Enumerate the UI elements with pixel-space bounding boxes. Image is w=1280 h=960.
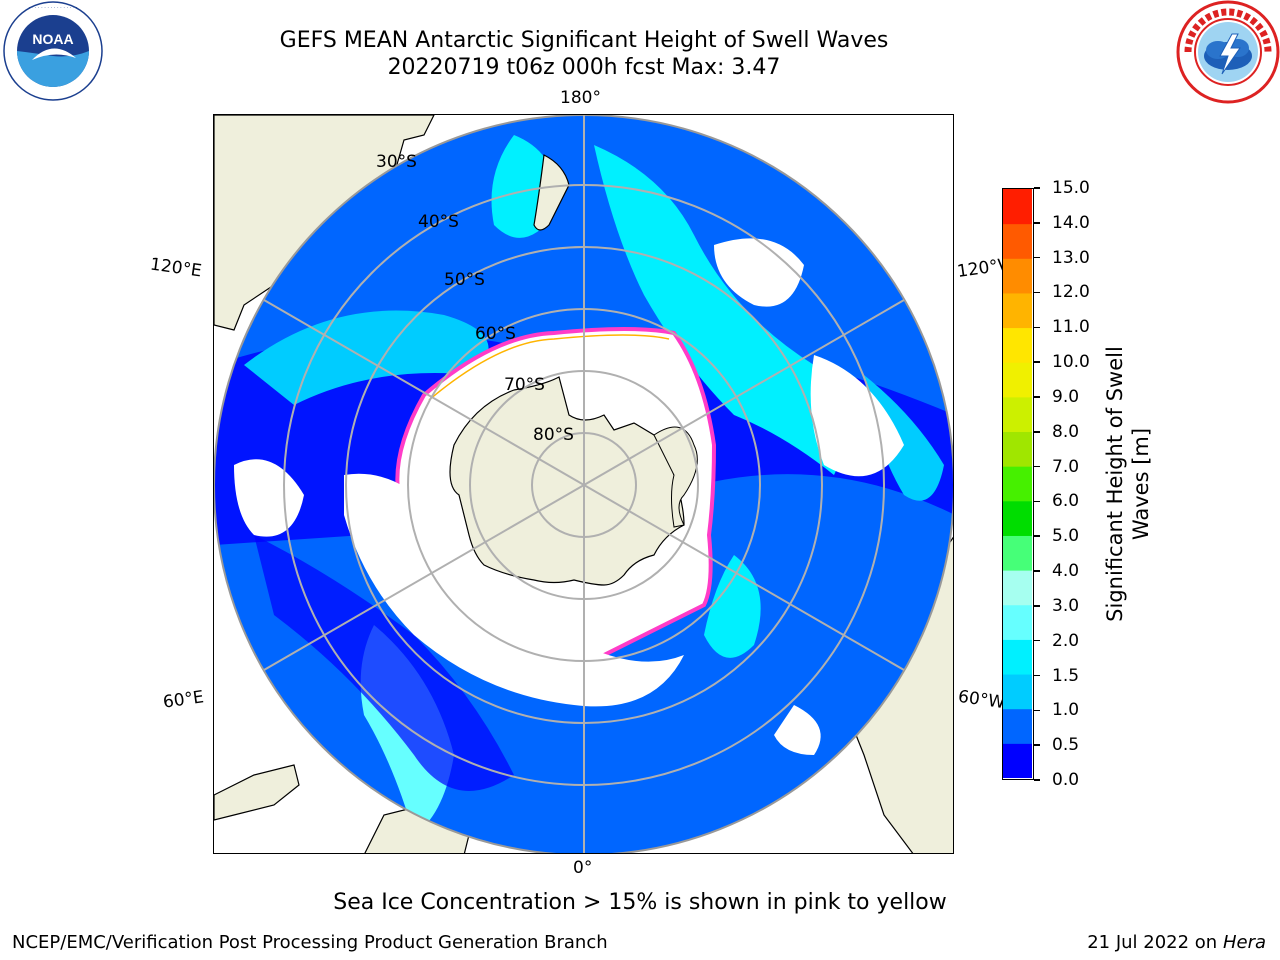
colorbar-tick-label: 0.5 bbox=[1052, 735, 1080, 756]
antarctica-land bbox=[449, 376, 685, 586]
colorbar-tick-label: 8.0 bbox=[1052, 421, 1080, 442]
lat-label-40s: 40°S bbox=[418, 212, 459, 232]
lat-label-60s: 60°S bbox=[475, 324, 516, 344]
colorbar-swatch bbox=[1003, 570, 1032, 606]
colorbar-tick-mark bbox=[1034, 326, 1040, 329]
chart-subtitle: 20220719 t06z 000h fcst Max: 3.47 bbox=[387, 55, 781, 80]
colorbar-tick-label: 1.0 bbox=[1052, 700, 1080, 721]
colorbar-tick-label: 15.0 bbox=[1052, 178, 1090, 198]
colorbar-swatch bbox=[1003, 223, 1032, 259]
footer-credit: NCEP/EMC/Verification Post Processing Pr… bbox=[12, 932, 608, 953]
africa-land bbox=[214, 764, 300, 821]
colorbar-tick-mark bbox=[1034, 465, 1040, 468]
colorbar-tick-label: 3.0 bbox=[1052, 595, 1080, 616]
lat-label-30s: 30°S bbox=[376, 152, 417, 172]
colorbar-tick-label: 4.0 bbox=[1052, 561, 1080, 582]
colorbar-swatch bbox=[1003, 292, 1032, 329]
colorbar-tick-mark bbox=[1034, 256, 1040, 259]
colorbar-tick-mark bbox=[1034, 291, 1040, 294]
colorbar-tick-mark bbox=[1034, 535, 1040, 537]
nws-logo bbox=[1176, 0, 1280, 104]
colorbar-tick-label: 10.0 bbox=[1052, 352, 1090, 373]
colorbar-swatch bbox=[1003, 639, 1032, 675]
polar-map bbox=[213, 114, 954, 854]
colorbar-tick-mark bbox=[1034, 500, 1040, 503]
antarctic-peninsula bbox=[653, 426, 698, 528]
colorbar-swatch bbox=[1003, 674, 1032, 710]
colorbar-swatch bbox=[1003, 258, 1032, 294]
colorbar-tick-label: 2.0 bbox=[1052, 630, 1080, 651]
swell-cyan-1 bbox=[244, 310, 489, 405]
footer-date: 21 Jul 2022 on Hera bbox=[1087, 932, 1266, 953]
colorbar-label-line2: Waves [m] bbox=[1129, 427, 1153, 541]
colorbar-tick-mark bbox=[1034, 361, 1040, 363]
colorbar-swatch bbox=[1003, 743, 1032, 779]
colorbar-swatch bbox=[1003, 466, 1032, 502]
noaa-logo: NOAA · · · · · · · · · · · · · · · · bbox=[3, 1, 103, 101]
colorbar-tick-label: 11.0 bbox=[1052, 317, 1090, 338]
sea-ice-edge-yellow bbox=[428, 334, 670, 401]
colorbar-tick-mark bbox=[1034, 396, 1040, 398]
swell-cyan-5 bbox=[704, 555, 761, 658]
graticule bbox=[214, 115, 953, 853]
colorbar-swatch bbox=[1003, 535, 1032, 571]
lon-label-120e: 120°E bbox=[148, 254, 203, 282]
colorbar-tick-label: 5.0 bbox=[1052, 526, 1080, 547]
map-canvas bbox=[214, 115, 953, 853]
footer-system: Hera bbox=[1222, 932, 1266, 953]
colorbar-label-line1: Significant Height of Swell bbox=[1103, 346, 1127, 622]
colorbar-swatches bbox=[1003, 189, 1032, 779]
svg-text:· · · · · · · · · · · · · · ·: · · · · · · · · · · · · · · · · bbox=[28, 5, 78, 11]
colorbar-tick-mark bbox=[1034, 187, 1040, 189]
colorbar-tick-label: 6.0 bbox=[1052, 491, 1080, 512]
swell-dark-2 bbox=[254, 535, 514, 791]
new-zealand bbox=[533, 154, 570, 231]
colorbar-label: Significant Height of Swell Waves [m] bbox=[1102, 274, 1154, 694]
nodata-patch-1 bbox=[714, 238, 804, 307]
colorbar-tick-label: 0.0 bbox=[1052, 770, 1080, 790]
ice-tongue-white bbox=[344, 473, 684, 707]
footer-date-text: 21 Jul 2022 on bbox=[1087, 932, 1218, 953]
colorbar-tick-mark bbox=[1034, 639, 1040, 642]
colorbar-tick-mark bbox=[1034, 674, 1040, 677]
colorbar bbox=[1002, 188, 1034, 780]
colorbar-swatch bbox=[1003, 327, 1032, 363]
lon-label-60w: 60°W bbox=[956, 686, 1007, 714]
colorbar-swatch bbox=[1003, 396, 1032, 433]
swell-cyan-6 bbox=[864, 375, 944, 501]
colorbar-tick-mark bbox=[1034, 709, 1040, 712]
colorbar-swatch bbox=[1003, 362, 1032, 398]
lat-label-70s: 70°S bbox=[504, 375, 545, 395]
colorbar-tick-mark bbox=[1034, 744, 1040, 746]
colorbar-tick-mark bbox=[1034, 570, 1040, 572]
lon-label-0: 0° bbox=[573, 858, 593, 878]
nodata-patch-4 bbox=[774, 705, 821, 755]
colorbar-swatch bbox=[1003, 189, 1032, 225]
colorbar-swatch bbox=[1003, 604, 1032, 640]
swell-cyan-2 bbox=[594, 145, 846, 475]
colorbar-tick-label: 13.0 bbox=[1052, 247, 1090, 268]
noaa-logo-text: NOAA bbox=[32, 31, 73, 47]
colorbar-tick-label: 12.0 bbox=[1052, 282, 1090, 303]
lat-label-80s: 80°S bbox=[533, 425, 574, 445]
chart-title: GEFS MEAN Antarctic Significant Height o… bbox=[279, 28, 889, 53]
colorbar-tick-label: 7.0 bbox=[1052, 456, 1080, 477]
colorbar-ticks: 0.0 0.5 1.0 1.5 2.0 3.0 4.0 5.0 6.0 7.0 8.0 9.0 10.0… bbox=[1034, 180, 1114, 789]
colorbar-tick-mark bbox=[1034, 605, 1040, 607]
colorbar-tick-label: 14.0 bbox=[1052, 212, 1090, 233]
colorbar-tick-mark bbox=[1034, 222, 1040, 224]
colorbar-tick-label: 1.5 bbox=[1052, 665, 1080, 686]
sea-ice-note: Sea Ice Concentration > 15% is shown in … bbox=[333, 890, 947, 915]
colorbar-swatch bbox=[1003, 431, 1032, 467]
colorbar-swatch bbox=[1003, 500, 1032, 536]
colorbar-tick-mark bbox=[1034, 431, 1040, 433]
lon-label-60e: 60°E bbox=[161, 687, 206, 713]
lon-label-180: 180° bbox=[560, 88, 601, 108]
colorbar-tick-mark bbox=[1034, 779, 1040, 781]
colorbar-tick-label: 9.0 bbox=[1052, 386, 1080, 407]
lat-label-50s: 50°S bbox=[444, 270, 485, 290]
colorbar-swatch bbox=[1003, 708, 1032, 744]
